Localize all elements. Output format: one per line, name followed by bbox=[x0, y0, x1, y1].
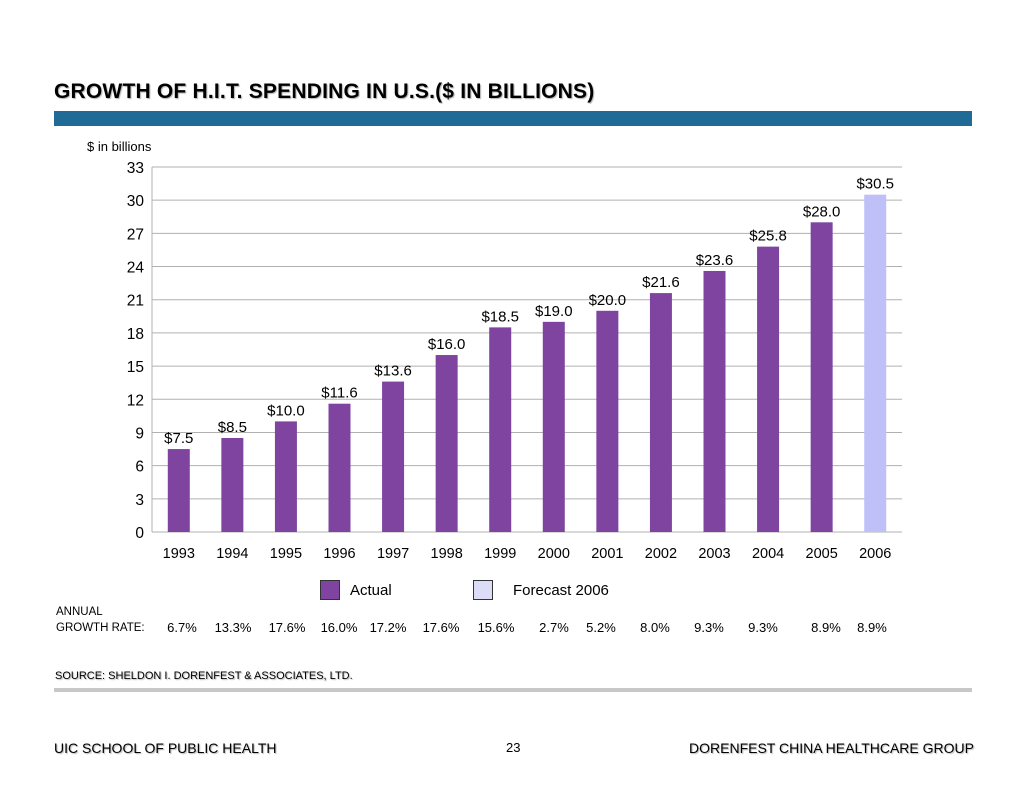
data-label: $16.0 bbox=[428, 336, 466, 353]
growth-rate-value: 9.3% bbox=[748, 620, 778, 635]
x-tick-label: 2000 bbox=[538, 546, 570, 562]
data-label: $20.0 bbox=[589, 292, 627, 309]
bar-1996 bbox=[328, 403, 351, 532]
x-tick-label: 2006 bbox=[859, 546, 891, 562]
bar-1994 bbox=[221, 437, 244, 532]
x-tick-label: 1998 bbox=[431, 546, 463, 562]
page-number: 23 bbox=[506, 740, 521, 755]
growth-label-line2: GROWTH RATE: bbox=[56, 622, 145, 634]
data-label: $21.6 bbox=[642, 274, 680, 291]
y-tick-label: 12 bbox=[127, 392, 144, 409]
growth-rate-value: 16.0% bbox=[320, 620, 358, 635]
data-label: $19.0 bbox=[535, 303, 573, 320]
y-tick-label: 30 bbox=[127, 193, 145, 210]
bar-2001 bbox=[596, 310, 619, 532]
data-label: $30.5 bbox=[856, 176, 894, 193]
bar-2002 bbox=[649, 293, 672, 532]
x-tick-label: 1996 bbox=[323, 546, 355, 562]
data-label: $7.5 bbox=[164, 430, 193, 447]
legend-label-actual: Actual bbox=[350, 581, 392, 599]
growth-rate-value: 17.6% bbox=[422, 620, 460, 635]
footer-group: DORENFEST CHINA HEALTHCARE GROUP bbox=[689, 740, 974, 756]
y-axis-label: $ in billions bbox=[87, 139, 152, 154]
legend-swatch-actual bbox=[320, 580, 340, 600]
title-bar bbox=[54, 111, 972, 126]
bar-2003 bbox=[703, 270, 726, 532]
growth-rate-value: 9.3% bbox=[694, 620, 724, 635]
x-tick-label: 1999 bbox=[484, 546, 516, 562]
x-tick-labels: 1993 1994 1995 1996 1997 1998 1999 2000 2001 2002… bbox=[163, 546, 892, 562]
growth-rate-value: 13.3% bbox=[214, 620, 252, 635]
legend-item-forecast: Forecast 2006 bbox=[473, 580, 609, 600]
bar-1993 bbox=[167, 449, 190, 532]
y-tick-label: 0 bbox=[135, 525, 144, 542]
data-labels: $7.5 $8.5 $10.0 $11.6 $13.6 $16.0 $18.5 $19.0 $2… bbox=[164, 176, 894, 447]
data-label: $8.5 bbox=[218, 419, 247, 436]
y-tick-label: 9 bbox=[135, 425, 144, 442]
bar-1998 bbox=[435, 355, 458, 532]
growth-rate-value: 8.9% bbox=[811, 620, 841, 635]
legend-swatch-forecast bbox=[473, 580, 493, 600]
x-tick-label: 1997 bbox=[377, 546, 409, 562]
growth-rate-value: 17.6% bbox=[268, 620, 306, 635]
x-tick-label: 1995 bbox=[270, 546, 302, 562]
x-tick-label: 2003 bbox=[698, 546, 730, 562]
bar-2006 bbox=[864, 194, 887, 532]
growth-rate-value: 17.2% bbox=[369, 620, 407, 635]
slide-title: GROWTH OF H.I.T. SPENDING IN U.S.($ IN B… bbox=[54, 80, 595, 103]
y-tick-label: 6 bbox=[135, 459, 144, 476]
growth-rate-value: 2.7% bbox=[539, 620, 569, 635]
y-tick-label: 21 bbox=[127, 293, 144, 310]
legend-item-actual: Actual bbox=[320, 580, 392, 600]
data-label: $25.8 bbox=[749, 228, 787, 245]
y-tick-label: 15 bbox=[127, 359, 144, 376]
legend-label-forecast: Forecast 2006 bbox=[513, 581, 609, 599]
growth-rate-value: 6.7% bbox=[167, 620, 197, 635]
bar-2000 bbox=[542, 321, 565, 532]
growth-rate-value: 8.0% bbox=[640, 620, 670, 635]
footer-divider bbox=[54, 688, 972, 692]
growth-rate-value: 5.2% bbox=[586, 620, 616, 635]
bar-2005 bbox=[810, 222, 833, 532]
growth-rate-value: 15.6% bbox=[477, 620, 515, 635]
y-tick-label: 27 bbox=[127, 226, 144, 243]
bar-1997 bbox=[382, 381, 405, 532]
growth-rate-label: ANNUAL GROWTH RATE: bbox=[56, 604, 145, 636]
bars bbox=[167, 194, 887, 533]
x-tick-label: 1994 bbox=[216, 546, 248, 562]
growth-label-line1: ANNUAL bbox=[56, 606, 103, 618]
x-tick-label: 2002 bbox=[645, 546, 677, 562]
y-tick-label: 33 bbox=[127, 160, 144, 177]
data-label: $11.6 bbox=[321, 385, 357, 402]
bar-2004 bbox=[757, 246, 780, 533]
data-label: $23.6 bbox=[696, 252, 734, 269]
x-tick-label: 2005 bbox=[806, 546, 838, 562]
bar-1995 bbox=[274, 421, 297, 532]
x-tick-label: 2004 bbox=[752, 546, 784, 562]
footer-organization: UIC SCHOOL OF PUBLIC HEALTH bbox=[54, 740, 277, 756]
data-label: $28.0 bbox=[803, 203, 841, 220]
source-note: SOURCE: SHELDON I. DORENFEST & ASSOCIATE… bbox=[55, 670, 353, 682]
y-tick-labels: 0 3 6 9 12 15 18 21 24 27 30 33 bbox=[127, 160, 145, 542]
growth-rate-value: 8.9% bbox=[857, 620, 887, 635]
grid-lines bbox=[151, 166, 902, 533]
x-tick-label: 2001 bbox=[591, 546, 623, 562]
data-label: $13.6 bbox=[374, 363, 412, 380]
bar-1999 bbox=[489, 327, 512, 532]
data-label: $10.0 bbox=[267, 402, 305, 419]
x-tick-label: 1993 bbox=[163, 546, 195, 562]
y-tick-label: 24 bbox=[127, 260, 145, 277]
y-tick-label: 3 bbox=[135, 492, 144, 509]
y-tick-label: 18 bbox=[127, 326, 144, 343]
data-label: $18.5 bbox=[481, 308, 519, 325]
